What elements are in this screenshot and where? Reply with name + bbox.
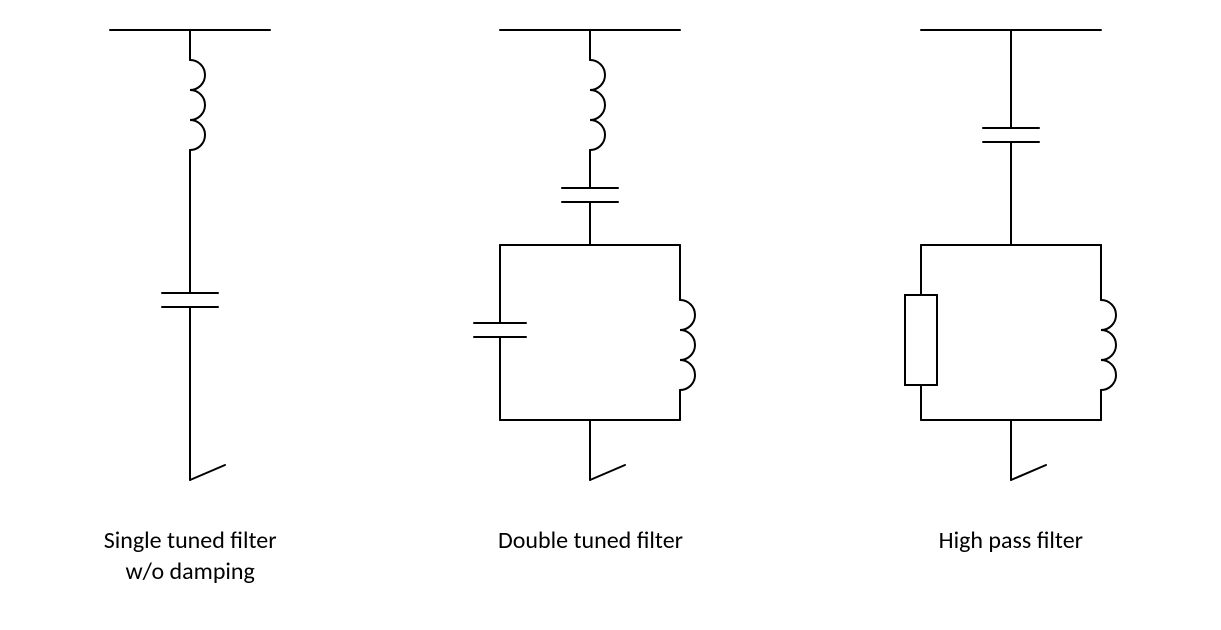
filters-container: Single tuned filter w/o damping [0,0,1221,630]
filter-single-tuned: Single tuned filter w/o damping [70,0,310,587]
label-line2: w/o damping [125,557,254,586]
filter-high-pass: High pass filter [871,0,1151,556]
high-pass-schematic [871,20,1151,500]
filter-label: High pass filter [939,525,1083,556]
single-tuned-schematic [70,20,310,500]
double-tuned-schematic [450,20,730,500]
filter-label: Double tuned filter [498,525,683,556]
label-line1: Double tuned filter [498,526,683,555]
label-line1: High pass filter [939,526,1083,555]
filter-double-tuned: Double tuned filter [450,0,730,556]
label-line1: Single tuned filter [104,526,277,555]
filter-label: Single tuned filter w/o damping [104,525,277,587]
